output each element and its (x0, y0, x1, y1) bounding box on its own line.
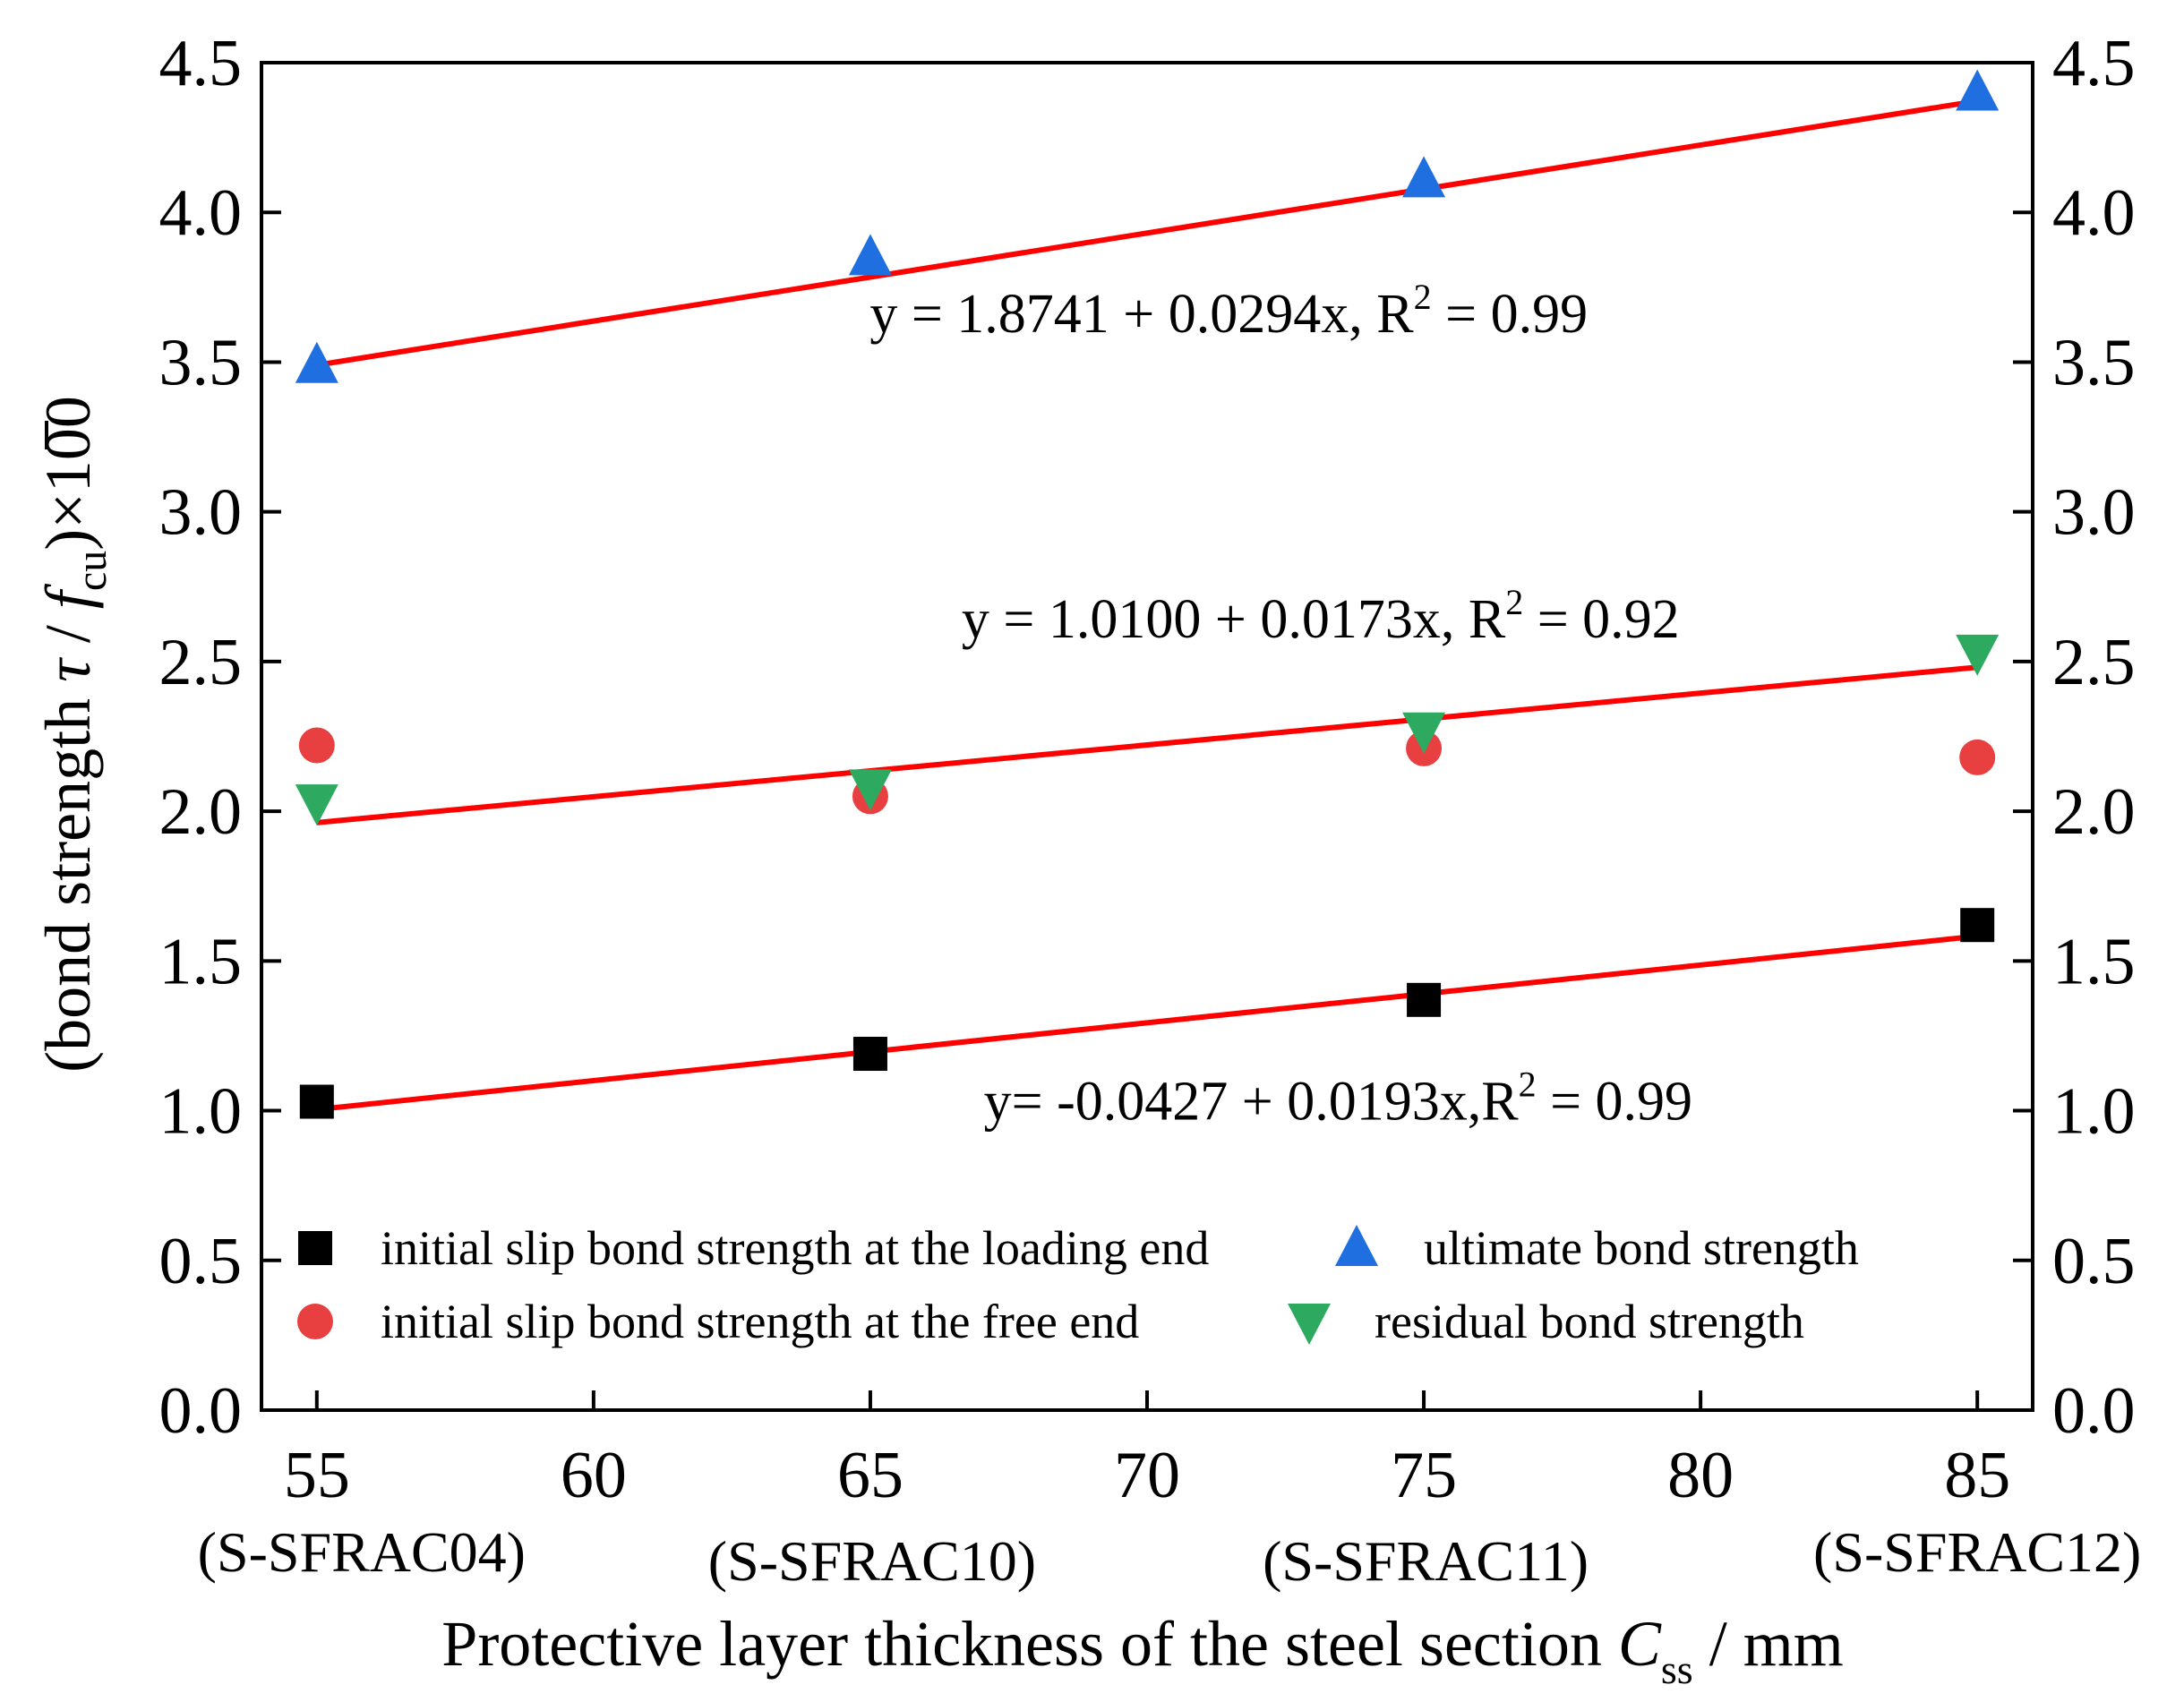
x-tick-label: 75 (1391, 1439, 1457, 1512)
y-tick-label-left: 1.0 (159, 1075, 243, 1149)
data-point-triangle-up (1402, 156, 1446, 198)
data-point-triangle-down (848, 769, 892, 811)
y-tick-label-right: 4.5 (2052, 27, 2136, 100)
x-tick-label: 65 (837, 1439, 904, 1512)
y-tick-label-right: 4.0 (2052, 176, 2136, 250)
data-point-triangle-down (295, 784, 338, 826)
legend-label: initial slip bond strength at the free e… (381, 1295, 1139, 1348)
fit-lines (316, 98, 1978, 1113)
y-tick-label-left: 4.0 (159, 176, 243, 250)
fit-equation: y = 1.0100 + 0.0173x, R2 = 0.92 (962, 582, 1680, 650)
x-category-label: (S-SFRAC10) (708, 1529, 1036, 1593)
legend-label: ultimate bond strength (1424, 1221, 1859, 1275)
fit-equations: y = 1.8741 + 0.0294x, R2 = 0.99 y = 1.010… (869, 277, 1692, 1133)
data-point-square (852, 1037, 887, 1072)
data-point-circle (1959, 739, 1996, 775)
x-category-label: (S-SFRAC12) (1813, 1520, 2141, 1584)
fit-equation: y= -0.0427 + 0.0193x,R2 = 0.99 (984, 1065, 1692, 1133)
x-axis-label: Protective layer thickness of the steel … (441, 1608, 1843, 1692)
y-tick-label-right: 1.5 (2052, 925, 2136, 998)
y-tick-label-right: 3.5 (2052, 326, 2136, 399)
x-tick-label: 70 (1114, 1439, 1180, 1512)
data-point-triangle-down (1402, 712, 1446, 754)
data-point-square (299, 1084, 334, 1119)
y-tick-label-right: 3.0 (2052, 476, 2136, 550)
legend-marker-circle (297, 1304, 333, 1339)
y-tick-label-right: 2.5 (2052, 626, 2136, 699)
x-tick-label: 80 (1667, 1439, 1734, 1512)
legend-marker-square (298, 1231, 332, 1265)
data-point-triangle-up (1956, 69, 2000, 111)
x-tick-label: 85 (1944, 1439, 2010, 1512)
legend-label: residual bond strength (1375, 1295, 1804, 1348)
fit-line (316, 98, 1978, 368)
data-point-triangle-up (295, 341, 338, 383)
fit-equation: y = 1.8741 + 0.0294x, R2 = 0.99 (869, 277, 1588, 345)
y-tick-label-left: 3.5 (159, 326, 243, 399)
data-points (295, 69, 2000, 1119)
legend-label: initial slip bond strength at the loadin… (381, 1221, 1209, 1275)
y-tick-label-right: 2.0 (2052, 775, 2136, 849)
data-point-square (1407, 982, 1442, 1017)
y-tick-label-right: 0.5 (2052, 1225, 2136, 1298)
y-tick-label-left: 0.0 (159, 1374, 243, 1448)
data-point-triangle-up (848, 234, 892, 276)
legend-marker-triangle-up (1335, 1225, 1378, 1266)
y-tick-label-right: 0.0 (2052, 1374, 2136, 1448)
data-point-square (1960, 908, 1995, 943)
legend-marker-triangle-down (1288, 1304, 1331, 1345)
y-tick-label-left: 2.5 (159, 626, 243, 699)
y-tick-label-right: 1.0 (2052, 1075, 2136, 1149)
axis-ticks (261, 61, 2033, 1412)
y-tick-label-left: 2.0 (159, 775, 243, 849)
y-tick-label-left: 0.5 (159, 1225, 243, 1298)
y-tick-label-left: 3.0 (159, 476, 243, 550)
axis-tick-labels: 0.0 0.0 0.5 0.5 1.0 1.0 1.5 1.5 2.0 2.0 2.5 2.5 3.0 3… (159, 27, 2142, 1593)
fit-line (316, 664, 1978, 825)
x-tick-label: 60 (561, 1439, 627, 1512)
y-axis-label: (bond strength τ / fcu)×100 (32, 396, 116, 1073)
y-tick-label-left: 1.5 (159, 925, 243, 998)
y-tick-label-left: 4.5 (159, 27, 243, 100)
x-category-label: (S-SFRAC11) (1263, 1529, 1589, 1593)
x-category-label: (S-SFRAC04) (198, 1520, 526, 1584)
x-tick-label: 55 (284, 1439, 350, 1512)
legend: initial slip bond strength at the loadin… (297, 1221, 1859, 1348)
data-point-circle (298, 727, 335, 764)
fit-line (316, 933, 1978, 1113)
data-point-triangle-down (1956, 634, 2000, 676)
